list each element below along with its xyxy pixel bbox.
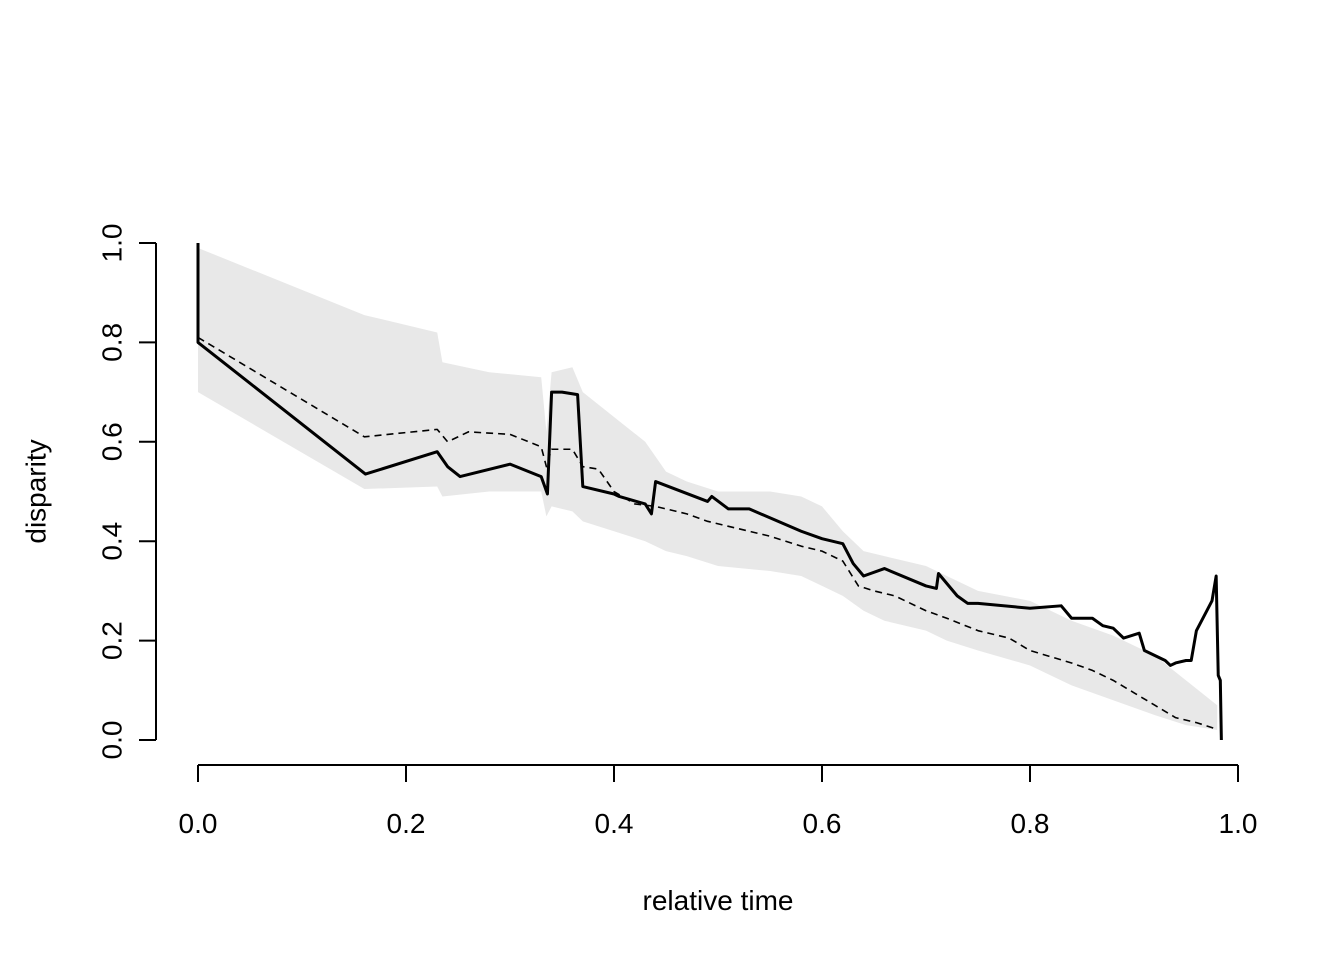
- x-tick-label: 0.2: [387, 808, 426, 839]
- expected-disparity-line: [197, 336, 1218, 731]
- series-lines-layer: [196, 243, 1223, 741]
- y-tick-label: 0.4: [97, 522, 128, 561]
- confidence-band: [198, 247, 1218, 731]
- x-axis-title: relative time: [643, 885, 794, 916]
- ticks-layer: 0.0 0.2 0.4 0.6 0.8 1.0 0.0 0.2 0.4 0.6 0.8 1.0: [97, 224, 1258, 839]
- observed-disparity-line: [196, 243, 1223, 741]
- y-tick-label: 1.0: [97, 224, 128, 263]
- x-tick-label: 0.8: [1011, 808, 1050, 839]
- y-tick-label: 0.8: [97, 323, 128, 362]
- axes-layer: [155, 243, 1238, 766]
- y-axis-title: disparity: [21, 439, 52, 543]
- x-tick-label: 1.0: [1219, 808, 1258, 839]
- x-tick-label: 0.4: [595, 808, 634, 839]
- x-tick-label: 0.0: [179, 808, 218, 839]
- x-tick-label: 0.6: [803, 808, 842, 839]
- y-tick-label: 0.0: [97, 721, 128, 760]
- confidence-band-layer: [198, 247, 1218, 731]
- y-tick-label: 0.2: [97, 621, 128, 660]
- y-tick-label: 0.6: [97, 422, 128, 461]
